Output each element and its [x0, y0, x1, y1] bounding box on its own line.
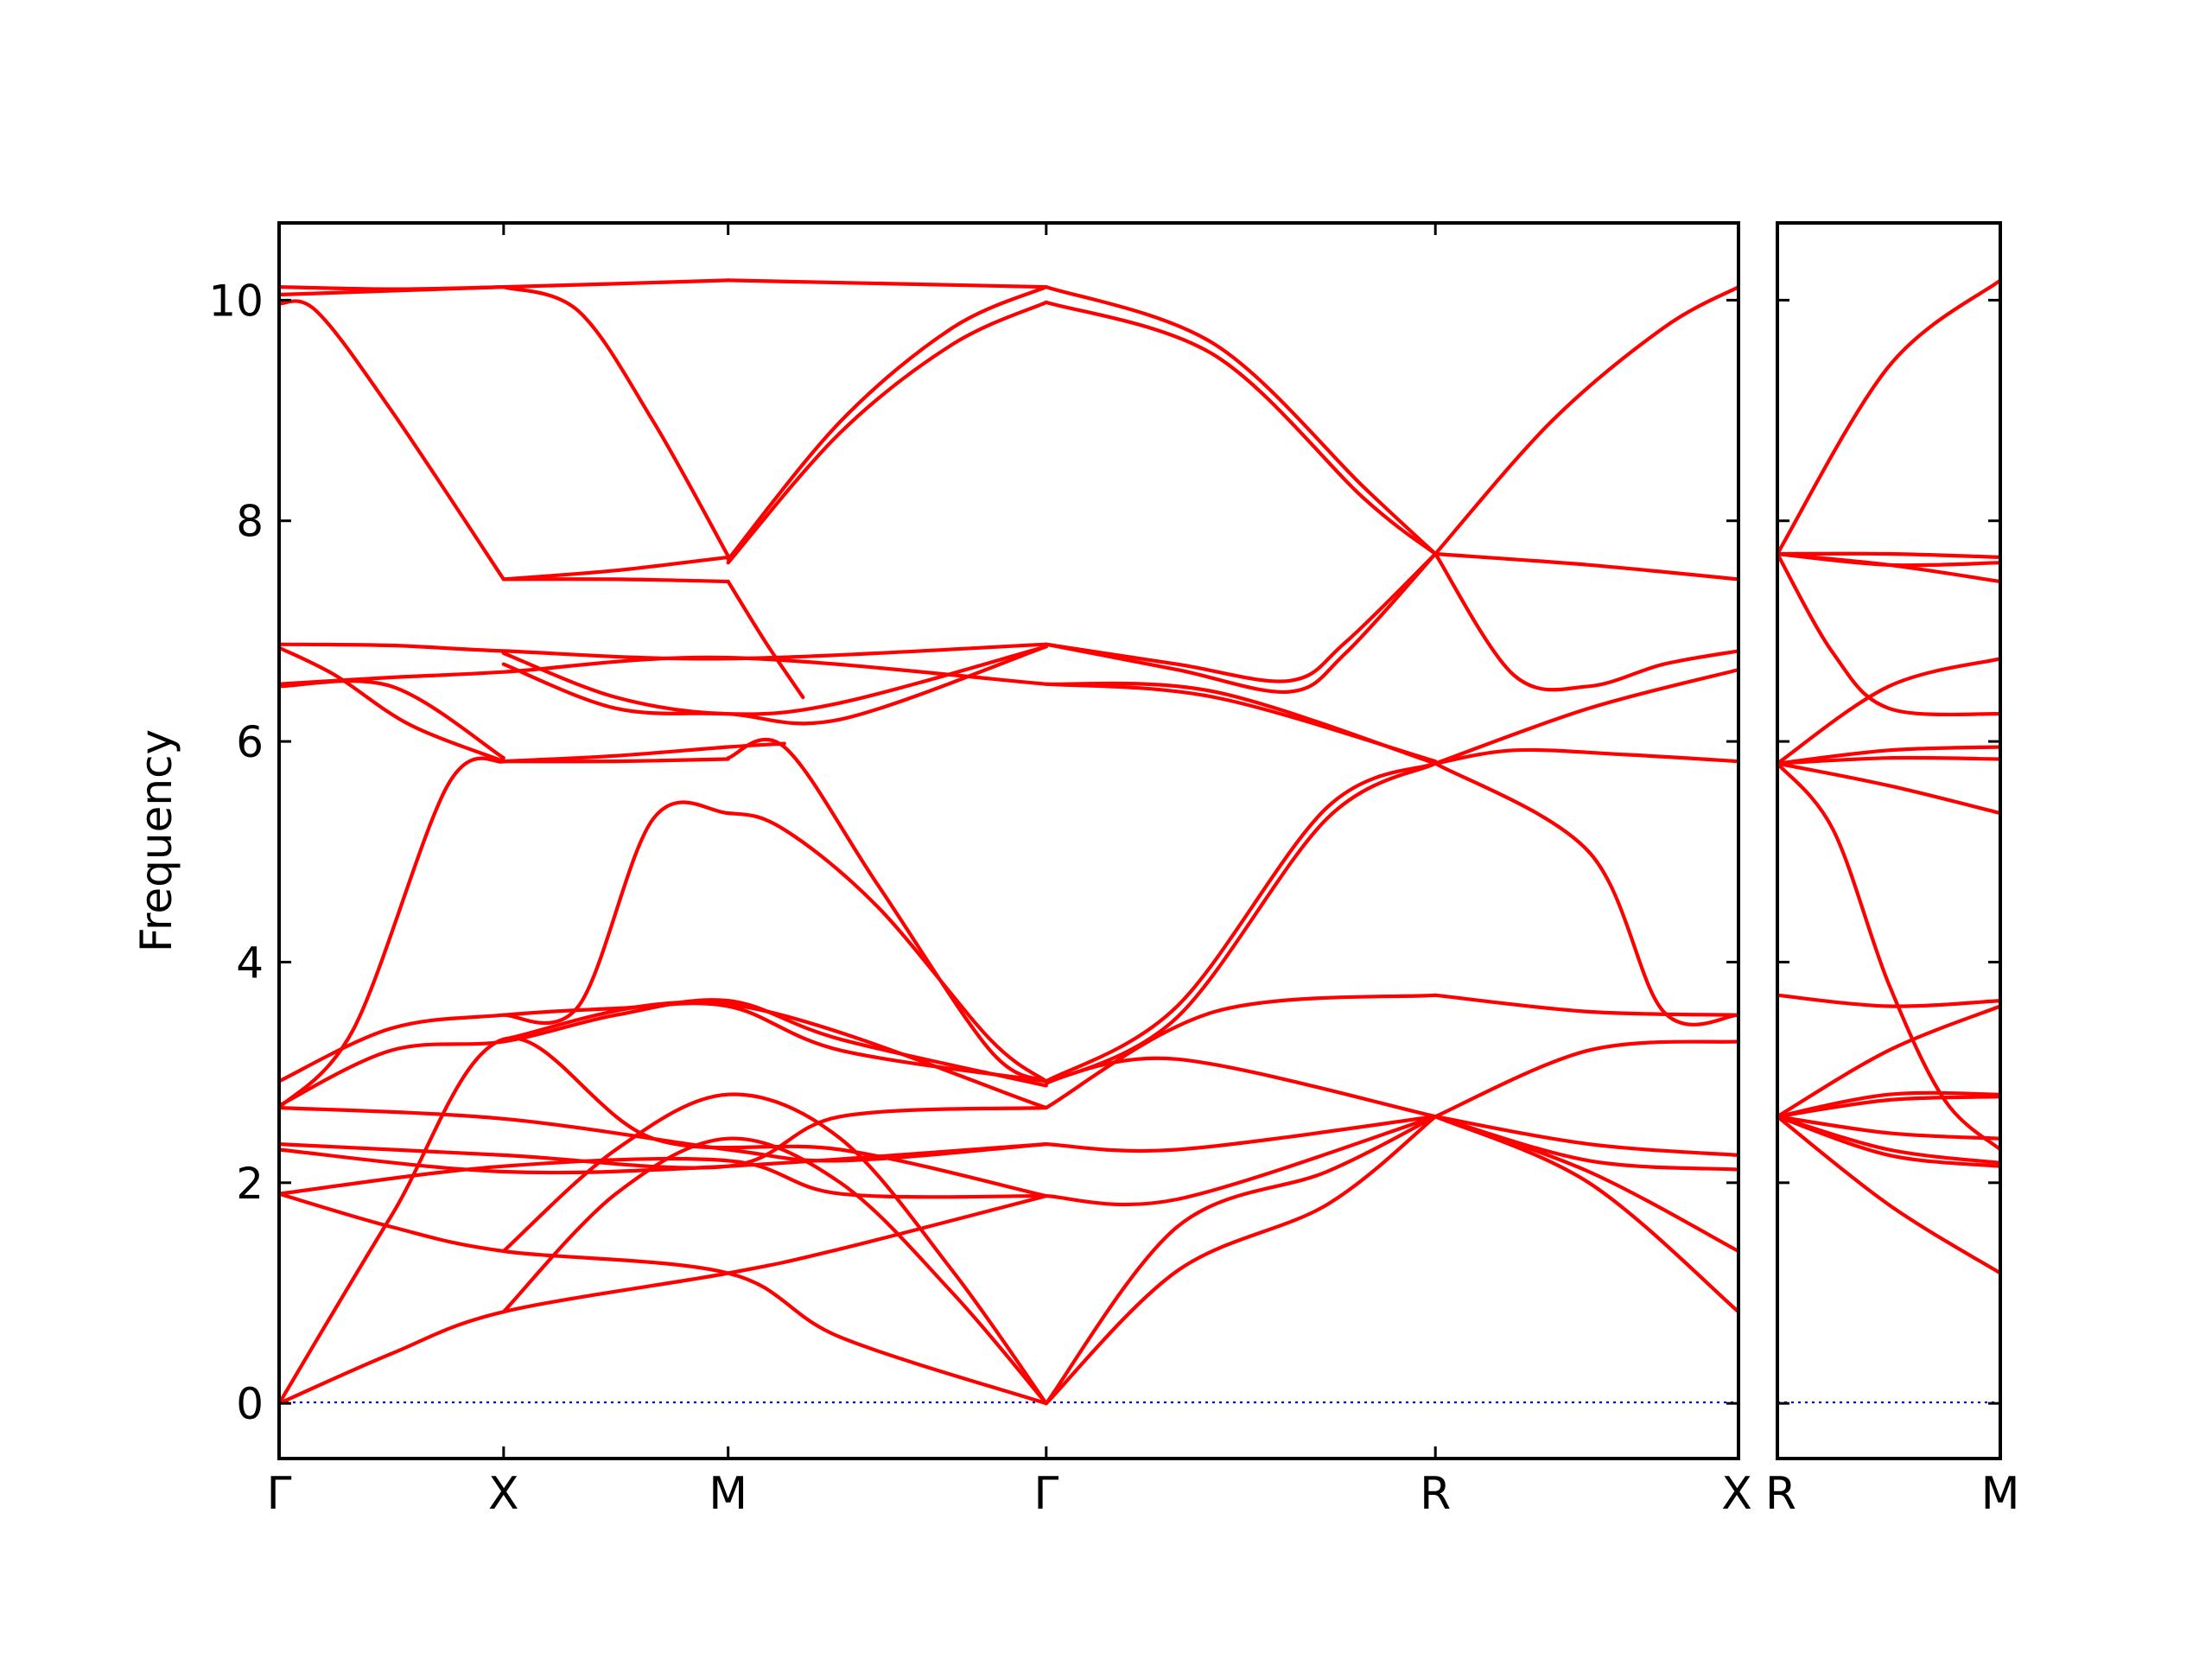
band-panel-main: Γ X M Γ R X 0 2 4 6 8 10	[208, 221, 1752, 1520]
band-line-20	[276, 679, 505, 760]
band-line-52	[276, 1036, 1048, 1406]
y-ticks-rm	[1777, 298, 2000, 1405]
x-tick-label-M: M	[1981, 1468, 2020, 1520]
x-tick-label-Γ: Γ	[267, 1468, 292, 1520]
band-line-15	[276, 642, 1048, 661]
y-tick-label: 8	[236, 497, 264, 547]
band-line-54	[501, 1136, 1048, 1406]
band-line-5	[1775, 657, 2003, 766]
band-line-37	[501, 1000, 1048, 1110]
band-line-8	[1775, 761, 2003, 816]
band-line-12	[1433, 551, 1741, 582]
band-line-1	[726, 278, 1048, 289]
band-line-26	[1433, 747, 1741, 766]
band-line-34	[1433, 761, 1741, 1027]
band-line-0	[1775, 278, 2003, 556]
band-line-25	[1433, 668, 1741, 766]
band-line-3	[1775, 551, 2003, 584]
x-tick-label-X: X	[1721, 1468, 1752, 1520]
band-line-6	[726, 300, 1048, 565]
x-tick-label-M: M	[709, 1468, 747, 1520]
band-line-16	[1044, 551, 1438, 683]
band-line-14	[726, 579, 805, 700]
band-line-53	[501, 1092, 1048, 1406]
band-line-32	[1044, 761, 1438, 1084]
band-line-5	[726, 285, 1048, 562]
band-line-28	[501, 741, 786, 764]
x-tick-label-R: R	[1420, 1468, 1451, 1520]
band-line-10	[1775, 993, 2003, 1008]
band-line-29	[501, 757, 730, 764]
band-line-39	[1433, 993, 1741, 1017]
band-line-2	[276, 285, 505, 297]
band-line-19	[276, 645, 505, 764]
band-line-10	[501, 555, 730, 582]
y-tick-label: 4	[236, 938, 264, 988]
plot-frame-rm	[1776, 221, 2002, 1460]
band-line-38	[1044, 993, 1438, 1110]
band-line-44	[276, 1142, 1048, 1175]
band-line-27	[276, 756, 505, 1110]
y-tick-label: 10	[208, 276, 264, 326]
bands-main	[276, 278, 1741, 1406]
band-line-40	[1044, 1056, 1438, 1119]
y-tick-label: 2	[236, 1159, 264, 1209]
band-line-17	[1775, 1115, 2003, 1275]
band-line-7	[1775, 755, 2003, 766]
band-line-4	[1775, 551, 2003, 717]
band-line-13	[1433, 551, 1741, 692]
band-line-55	[1044, 1115, 1438, 1406]
band-line-6	[1775, 745, 2003, 766]
band-line-9	[1775, 761, 2003, 1152]
band-line-24	[1044, 681, 1438, 766]
band-line-47	[1044, 1115, 1438, 1207]
band-line-30	[726, 737, 1048, 1084]
band-line-51	[276, 1194, 1048, 1406]
bands-rm	[1775, 278, 2003, 1275]
band-line-18	[276, 655, 1048, 686]
band-line-41	[1433, 1039, 1741, 1119]
band-line-50	[276, 1192, 1048, 1406]
band-line-22	[501, 645, 1048, 726]
band-line-8	[1044, 300, 1438, 556]
x-tick-label-Γ: Γ	[1033, 1468, 1058, 1520]
band-line-58	[1433, 1115, 1741, 1314]
band-line-33	[1044, 761, 1438, 1085]
y-tick-label: 0	[236, 1379, 264, 1429]
plot-frame-main	[277, 221, 1740, 1460]
band-line-13	[1775, 1095, 2003, 1119]
band-line-3	[276, 299, 505, 582]
band-line-56	[1044, 1115, 1438, 1406]
band-line-14	[1775, 1115, 2003, 1141]
band-line-17	[1044, 551, 1438, 695]
x-tick-label-R: R	[1765, 1468, 1796, 1520]
band-line-7	[1044, 285, 1438, 556]
band-line-1	[1775, 551, 2003, 559]
band-line-9	[1433, 285, 1741, 556]
band-line-31	[501, 800, 1048, 1084]
band-line-16	[1775, 1115, 2003, 1168]
band-line-48	[1433, 1115, 1741, 1157]
y-ticks-main: 0 2 4 6 8 10	[208, 276, 1738, 1429]
band-line-11	[501, 577, 730, 584]
y-tick-label: 6	[236, 717, 264, 767]
x-tick-label-X: X	[488, 1468, 519, 1520]
band-line-11	[1775, 1004, 2003, 1119]
y-axis-label: Frequency	[131, 729, 181, 952]
band-line-36	[276, 998, 1048, 1108]
band-line-46	[1044, 1115, 1438, 1154]
band-line-4	[501, 285, 730, 558]
